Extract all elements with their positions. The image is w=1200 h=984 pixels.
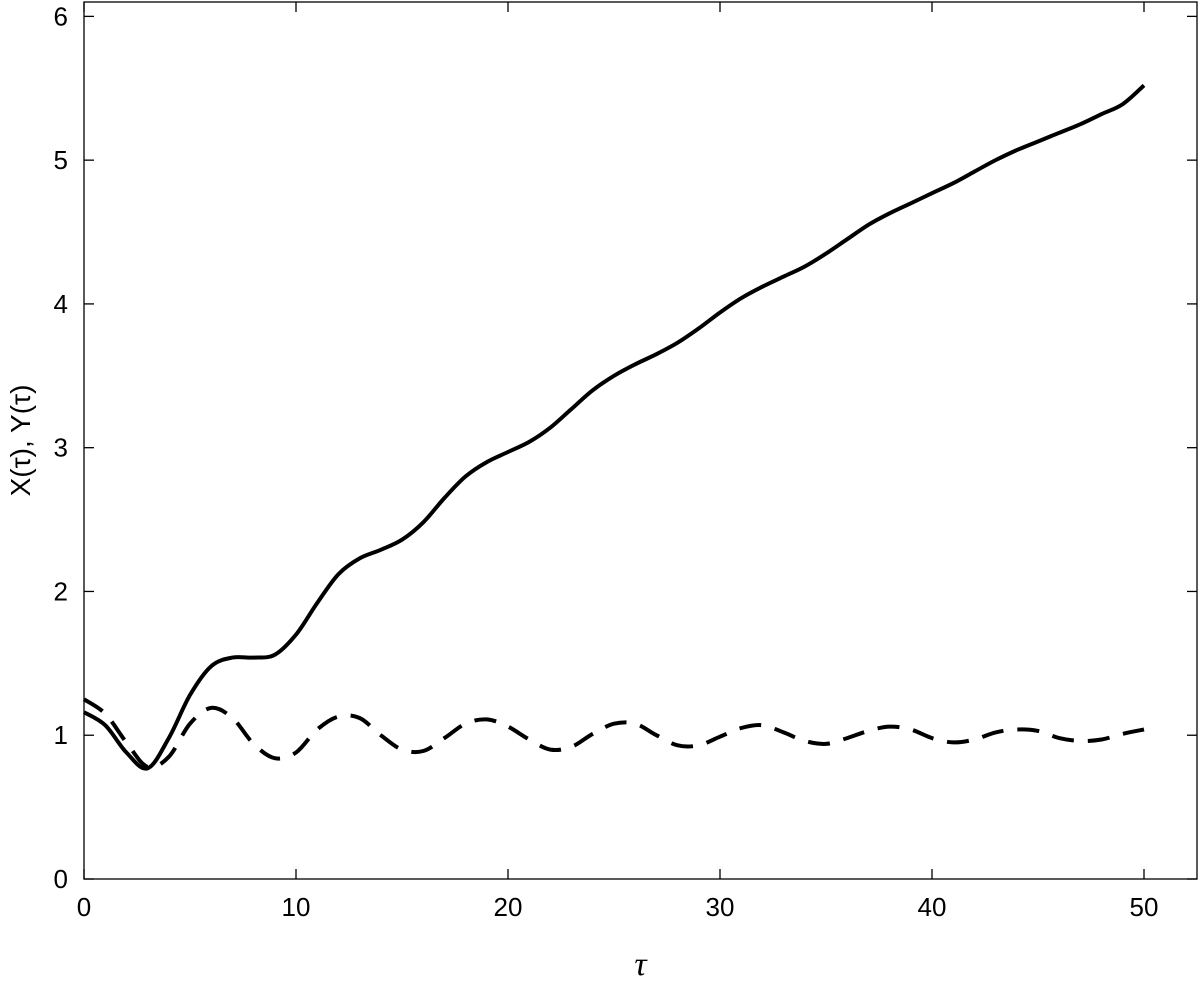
x-tick-label: 50: [1130, 892, 1159, 922]
y-tick-label: 2: [54, 576, 68, 606]
plot-area: [83, 1, 1198, 880]
plot-frame: [83, 1, 1198, 880]
x-tick-label: 0: [77, 892, 91, 922]
y-tick-label: 3: [54, 433, 68, 463]
x-tick-label: 10: [282, 892, 311, 922]
x-tick-label: 30: [706, 892, 735, 922]
y-tick-label: 6: [54, 1, 68, 31]
y-axis: 0 1 2 3 4 5 6: [54, 1, 1197, 894]
y-axis-label: X(τ), Y(τ): [5, 385, 36, 497]
series-y-dashed-line: [82, 697, 1145, 770]
x-axis-label: τ: [634, 946, 648, 983]
y-tick-label: 5: [54, 145, 68, 175]
x-axis: 0 10 20 30 40 50: [77, 2, 1159, 922]
y-tick-label: 4: [54, 289, 68, 319]
y-tick-label: 1: [54, 720, 68, 750]
y-tick-label: 0: [54, 864, 68, 894]
series-x-solid-line: [82, 83, 1146, 771]
series-layer: [82, 83, 1146, 771]
x-tick-label: 40: [918, 892, 947, 922]
x-tick-label: 20: [494, 892, 523, 922]
